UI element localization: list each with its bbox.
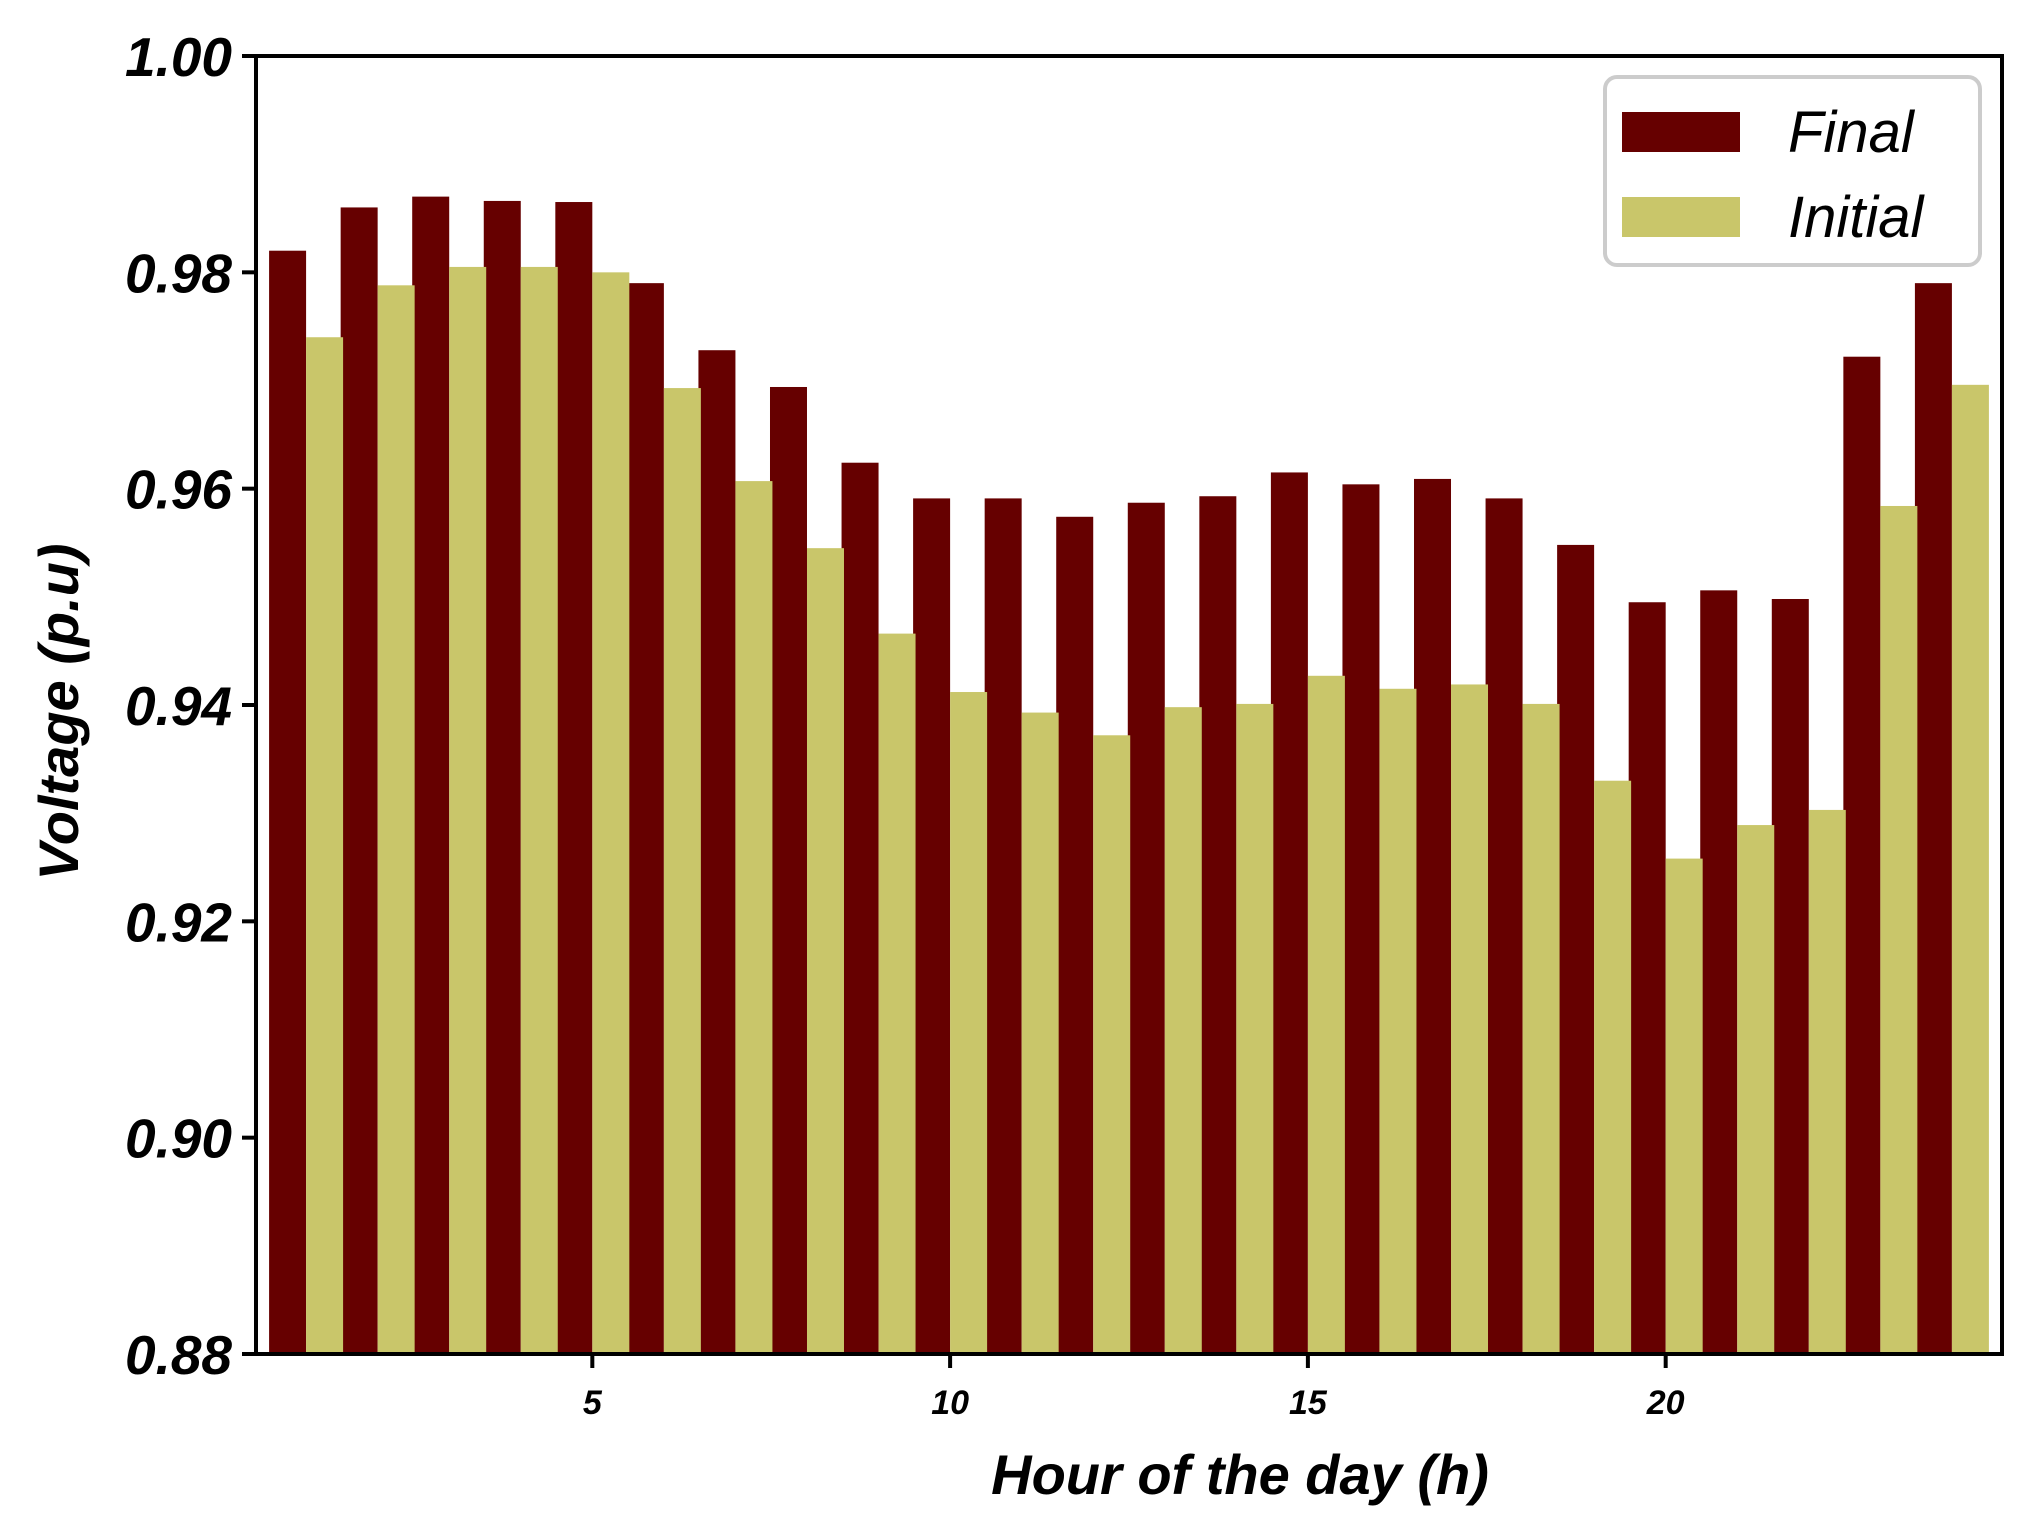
x-axis-title: Hour of the day (h)	[991, 1443, 1489, 1506]
bar-initial-1	[306, 337, 344, 1354]
y-axis-title: Voltage (p.u)	[27, 543, 90, 880]
bar-final-12	[1056, 516, 1094, 1354]
bar-final-22	[1771, 598, 1809, 1354]
bar-initial-6	[663, 388, 701, 1354]
y-tick-label: 0.94	[125, 675, 232, 737]
bar-final-7	[698, 350, 736, 1354]
legend-swatch-final	[1622, 112, 1740, 152]
bar-final-19	[1557, 544, 1595, 1354]
x-tick-label: 10	[931, 1384, 969, 1422]
y-tick-label: 0.88	[125, 1324, 232, 1386]
y-tick-label: 0.96	[125, 459, 232, 521]
bar-final-13	[1127, 502, 1165, 1354]
bar-initial-2	[377, 285, 415, 1354]
bar-final-2	[340, 207, 378, 1354]
bar-initial-16	[1379, 688, 1417, 1354]
bar-final-5	[555, 202, 593, 1354]
bar-final-4	[483, 200, 521, 1354]
bar-final-17	[1414, 478, 1452, 1355]
bar-final-1	[269, 250, 307, 1355]
bar-initial-22	[1808, 809, 1846, 1354]
bar-final-10	[913, 498, 951, 1354]
labels-layer: Hour of the day (h) Voltage (p.u)	[27, 543, 1489, 1506]
bar-initial-12	[1093, 735, 1131, 1354]
bar-initial-14	[1236, 703, 1274, 1354]
bar-initial-18	[1522, 703, 1560, 1354]
bar-initial-23	[1880, 505, 1918, 1354]
legend-swatch-initial	[1622, 197, 1740, 237]
y-tick-label: 1.00	[125, 26, 232, 88]
bar-final-21	[1700, 590, 1738, 1354]
legend-label-final: Final	[1788, 100, 1916, 165]
bar-final-16	[1342, 484, 1380, 1355]
bar-initial-4	[520, 266, 558, 1354]
bar-final-18	[1485, 498, 1523, 1354]
bar-final-14	[1199, 496, 1237, 1354]
bar-initial-20	[1665, 858, 1703, 1354]
bars-layer	[269, 196, 1989, 1355]
bar-initial-21	[1737, 825, 1775, 1354]
bar-initial-17	[1451, 684, 1489, 1354]
bar-initial-13	[1164, 707, 1202, 1354]
bar-final-23	[1843, 356, 1881, 1354]
x-tick-label: 20	[1646, 1384, 1685, 1422]
bar-final-15	[1270, 472, 1308, 1355]
x-tick-label: 5	[583, 1384, 603, 1422]
x-tick-label: 15	[1289, 1384, 1328, 1422]
y-tick-label: 0.98	[125, 242, 232, 304]
legend-label-initial: Initial	[1788, 185, 1926, 250]
bar-initial-11	[1021, 712, 1059, 1354]
bar-initial-19	[1594, 780, 1632, 1354]
bar-final-3	[412, 196, 450, 1354]
bar-final-24	[1914, 283, 1952, 1354]
bar-initial-8	[806, 548, 844, 1354]
bar-initial-7	[735, 481, 773, 1355]
bar-initial-3	[449, 266, 487, 1354]
bar-initial-5	[592, 272, 630, 1354]
y-tick-label: 0.90	[125, 1108, 232, 1170]
bar-final-6	[626, 283, 664, 1354]
bar-initial-9	[878, 633, 916, 1354]
bar-final-20	[1628, 602, 1666, 1354]
bar-final-11	[984, 498, 1022, 1354]
bar-final-8	[769, 386, 807, 1354]
bar-initial-15	[1307, 675, 1345, 1354]
legend: Final Initial	[1603, 75, 1982, 267]
bar-final-9	[841, 462, 879, 1354]
y-tick-label: 0.92	[125, 891, 232, 953]
bar-initial-10	[950, 692, 988, 1354]
ticks-layer: 0.88 0.90 0.92 0.94 0.96 0.98 1.00 5 10 15 20	[125, 26, 1685, 1422]
bar-initial-24	[1951, 384, 1989, 1354]
